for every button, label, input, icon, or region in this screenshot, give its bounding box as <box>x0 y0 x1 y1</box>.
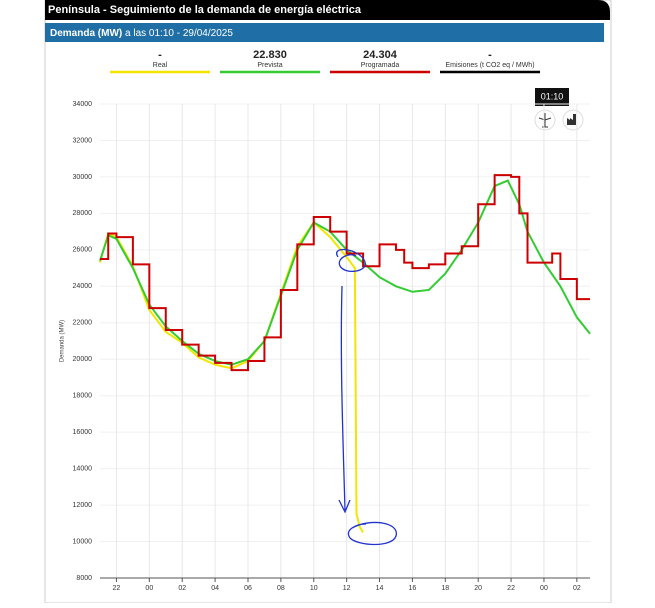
subheader-label: Demanda (MW) <box>50 28 122 39</box>
y-tick-label: 8000 <box>76 575 92 582</box>
subheader-bar <box>45 23 604 42</box>
wind-glyph <box>538 113 552 128</box>
x-tick-label: 20 <box>474 585 482 592</box>
y-tick-label: 10000 <box>73 538 93 545</box>
legend-value: 24.304 <box>363 49 398 61</box>
annotation-circle <box>347 521 397 546</box>
x-tick-label: 12 <box>343 585 351 592</box>
x-tick-label: 18 <box>441 585 449 592</box>
y-tick-label: 22000 <box>73 320 93 327</box>
legend-label: Prevista <box>257 62 282 69</box>
annotation-circle <box>336 248 366 272</box>
legend-label: Real <box>153 62 168 69</box>
legend-value: 22.830 <box>253 49 287 61</box>
x-tick-label: 00 <box>540 585 548 592</box>
y-tick-label: 16000 <box>73 429 93 436</box>
x-tick-label: 02 <box>178 585 186 592</box>
y-tick-label: 20000 <box>73 356 93 363</box>
subheader-time: a las 01:10 - 29/04/2025 <box>125 28 233 39</box>
x-tick-label: 14 <box>376 585 384 592</box>
tooltip: 01:10 <box>541 91 564 101</box>
x-tick-label: 02 <box>573 585 581 592</box>
x-tick-label: 22 <box>507 585 515 592</box>
panel <box>44 0 612 604</box>
y-tick-label: 32000 <box>73 137 93 144</box>
x-tick-label: 00 <box>145 585 153 592</box>
y-tick-label: 24000 <box>73 283 93 290</box>
legend-label: Emisiones (t CO2 eq / MWh) <box>445 62 534 69</box>
y-tick-label: 18000 <box>73 393 93 400</box>
x-tick-label: 22 <box>113 585 121 592</box>
factory-glyph <box>567 114 576 125</box>
y-tick-label: 12000 <box>73 502 93 509</box>
annotation-arrow <box>338 285 351 514</box>
x-tick-label: 04 <box>211 585 219 592</box>
legend-value: - <box>158 49 162 61</box>
x-tick-label: 06 <box>244 585 252 592</box>
y-tick-label: 28000 <box>73 210 93 217</box>
y-tick-label: 34000 <box>73 101 93 108</box>
y-tick-label: 30000 <box>73 174 93 181</box>
plot: 8000100001200014000160001800020000220002… <box>60 101 591 592</box>
x-tick-label: 08 <box>277 585 285 592</box>
x-tick-label: 16 <box>409 585 417 592</box>
series-line <box>100 174 590 372</box>
y-axis-label: Demanda (MW) <box>60 320 66 362</box>
header-bar <box>45 0 610 20</box>
subheader: Demanda (MW) a las 01:10 - 29/04/2025 <box>50 28 233 39</box>
legend-value: - <box>488 49 492 61</box>
tooltip-box <box>535 88 569 106</box>
header-title: Península - Seguimiento de la demanda de… <box>48 4 362 16</box>
annotation <box>336 248 397 546</box>
y-tick-label: 26000 <box>73 247 93 254</box>
x-tick-label: 10 <box>310 585 318 592</box>
legend-label: Programada <box>361 62 400 69</box>
y-tick-label: 14000 <box>73 465 93 472</box>
